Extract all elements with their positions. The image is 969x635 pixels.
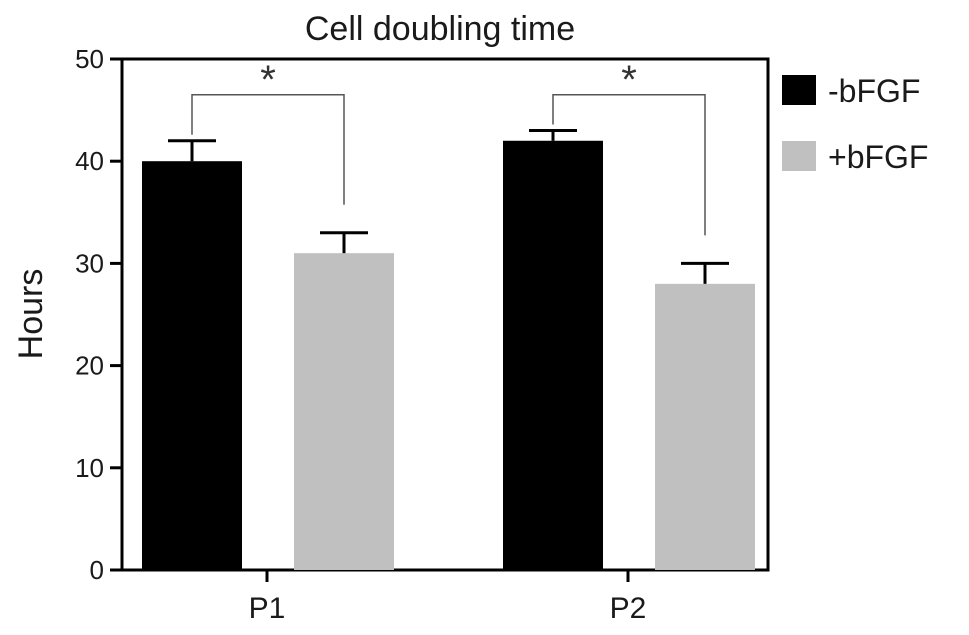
x-axis-ticks: P1 P2: [249, 570, 647, 625]
plot-border: [120, 57, 770, 572]
legend-label: -bFGF: [828, 73, 920, 109]
y-tick-label: 0: [90, 555, 104, 585]
bars-layer: [142, 140, 755, 570]
legend-label: +bFGF: [828, 139, 928, 175]
bar-plus-bfgf-p1: [294, 253, 394, 570]
error-bars-layer: [168, 129, 729, 284]
x-tick-label-p1: P1: [249, 592, 286, 625]
significance-star: *: [260, 58, 276, 102]
plot-frame: [120, 57, 770, 572]
y-tick-label: 30: [75, 248, 104, 278]
bar-plus-bfgf-p2: [655, 283, 755, 570]
y-tick-label: 20: [75, 351, 104, 381]
y-axis-ticks: 0 10 20 30 40 50: [75, 44, 122, 585]
significance-star: *: [621, 58, 637, 102]
significance-bracket: [552, 94, 706, 236]
y-axis-label: Hours: [12, 269, 50, 360]
bar-minus-bfgf-p2: [503, 140, 603, 570]
x-tick-label-p2: P2: [610, 592, 647, 625]
y-tick-label: 50: [75, 44, 104, 74]
significance-layer: * *: [191, 58, 706, 236]
significance-bracket: [191, 94, 345, 205]
legend: -bFGF +bFGF: [782, 73, 928, 175]
bar-minus-bfgf-p1: [142, 161, 242, 570]
legend-swatch: [782, 141, 816, 171]
chart-title: Cell doubling time: [305, 10, 575, 48]
legend-swatch: [782, 75, 816, 105]
y-tick-label: 40: [75, 146, 104, 176]
y-tick-label: 10: [75, 453, 104, 483]
